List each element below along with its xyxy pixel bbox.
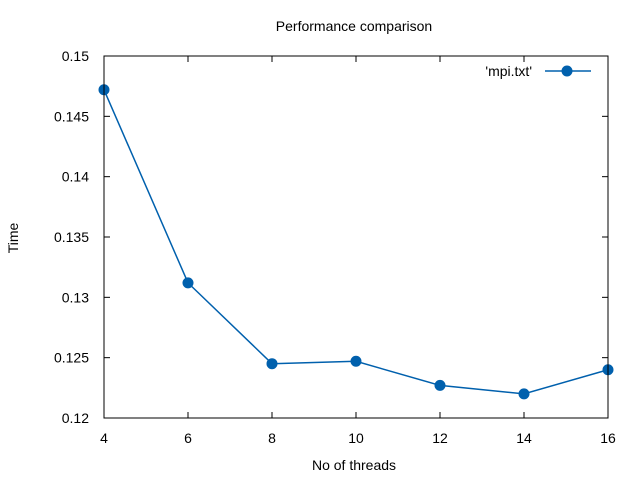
data-point (350, 355, 362, 367)
y-tick-label: 0.15 (62, 48, 89, 64)
plot-frame (103, 55, 609, 419)
series-line (103, 89, 609, 395)
x-tick-label: 16 (600, 430, 616, 446)
x-tick-label: 6 (184, 430, 192, 446)
axis-ticks: 4 6 8 10 12 14 16 0.12 0.125 0.13 0.135 0.14 0.145 0.… (54, 48, 616, 446)
y-tick-label: 0.125 (54, 350, 89, 366)
y-tick-label: 0.13 (62, 289, 89, 305)
y-axis-label: Time (5, 222, 21, 253)
x-tick-label: 14 (516, 430, 532, 446)
legend-marker (561, 65, 573, 77)
y-tick-label: 0.14 (62, 169, 89, 185)
legend: 'mpi.txt' (485, 63, 591, 79)
x-tick-label: 10 (348, 430, 364, 446)
data-point (182, 277, 194, 289)
data-point (518, 388, 530, 400)
y-tick-label: 0.135 (54, 229, 89, 245)
y-tick-label: 0.145 (54, 108, 89, 124)
x-tick-label: 4 (100, 430, 108, 446)
legend-label: 'mpi.txt' (485, 63, 532, 79)
chart-title: Performance comparison (276, 18, 432, 34)
x-tick-label: 12 (432, 430, 448, 446)
x-tick-label: 8 (268, 430, 276, 446)
series-group (98, 84, 614, 400)
x-axis-label: No of threads (312, 457, 396, 473)
data-point (266, 358, 278, 370)
y-tick-label: 0.12 (62, 410, 89, 426)
data-point (434, 379, 446, 391)
